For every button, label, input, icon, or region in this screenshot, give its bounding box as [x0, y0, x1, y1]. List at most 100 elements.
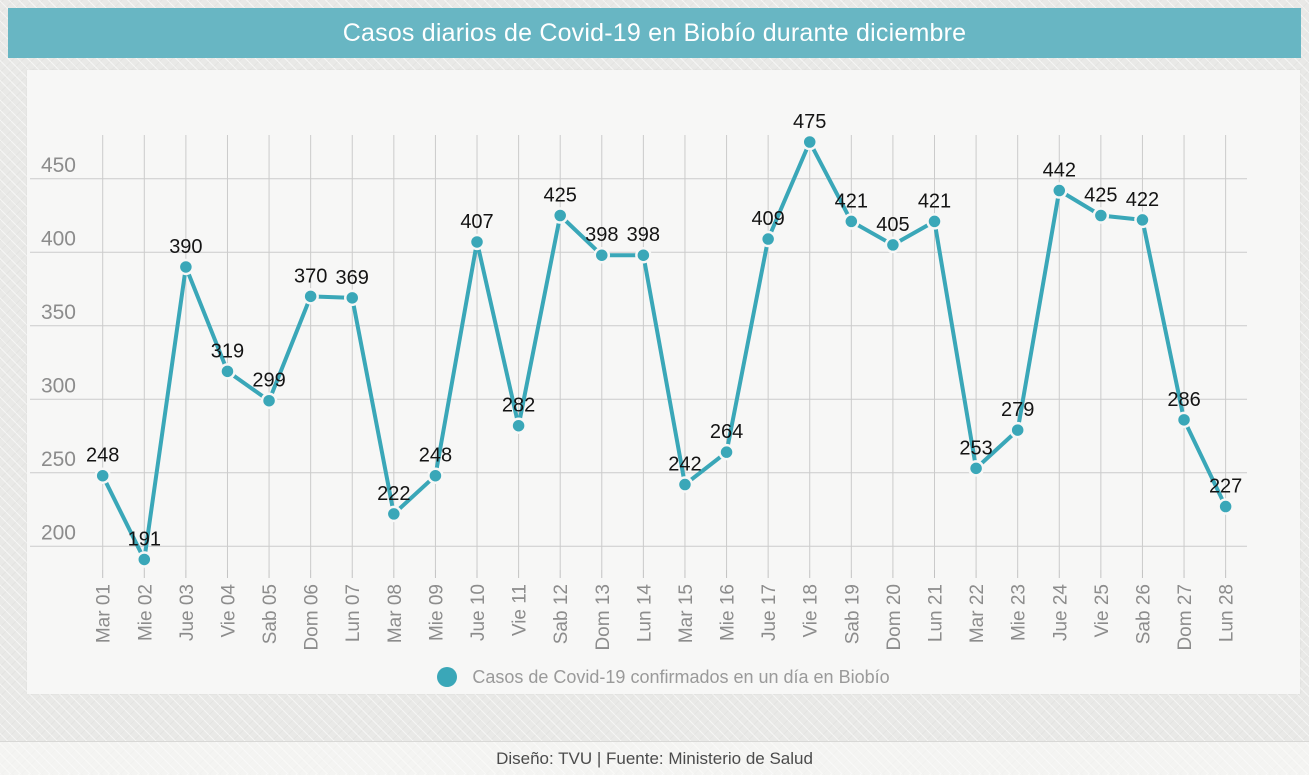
- x-axis-label: Jue 03: [177, 584, 198, 641]
- line-chart: 200 250 300 350 400 450 Mar 01 Mie 02 Jue 03 Vie …: [30, 111, 1247, 651]
- data-point: [1217, 498, 1234, 515]
- data-point: [635, 246, 652, 264]
- data-point: [884, 236, 902, 254]
- data-point-label: 286: [1167, 389, 1200, 411]
- x-axis-label: Mie 02: [135, 584, 156, 641]
- data-point: [136, 551, 153, 568]
- data-point: [801, 133, 818, 151]
- data-point-label: 405: [876, 214, 909, 236]
- x-axis-label: Lun 07: [343, 584, 364, 642]
- footer-credit: Diseño: TVU | Fuente: Ministerio de Salu…: [496, 748, 813, 768]
- data-point: [468, 233, 486, 251]
- data-point-label: 421: [918, 190, 951, 212]
- data-point-label: 248: [419, 445, 452, 467]
- data-point-label: 248: [86, 445, 119, 467]
- data-point: [385, 505, 403, 523]
- data-point-label: 421: [835, 190, 868, 212]
- data-point-label: 319: [211, 340, 244, 362]
- x-axis-label: Jue 10: [468, 584, 489, 641]
- data-point: [759, 230, 777, 248]
- page-title: Casos diarios de Covid-19 en Biobío dura…: [342, 18, 967, 47]
- data-point: [1175, 411, 1193, 429]
- y-axis-label: 200: [41, 521, 76, 544]
- data-point: [1134, 211, 1151, 229]
- data-point-label: 398: [585, 224, 618, 246]
- data-point: [177, 258, 195, 276]
- x-axis-label: Vie 11: [510, 584, 531, 636]
- x-axis-label: Vie 18: [801, 584, 822, 638]
- y-axis-label: 450: [41, 154, 76, 177]
- x-axis-label: Dom 13: [593, 584, 614, 651]
- x-axis-label: Jue 24: [1050, 584, 1071, 641]
- x-axis-label: Mie 16: [718, 584, 739, 641]
- x-axis-label: Mie 23: [1009, 584, 1030, 641]
- x-axis-label: Lun 21: [926, 584, 947, 642]
- data-point-label: 222: [377, 483, 410, 505]
- x-axis-label: Sab 26: [1133, 584, 1154, 644]
- x-axis-label: Dom 20: [884, 584, 905, 651]
- data-point-label: 264: [710, 421, 743, 443]
- y-axis-label: 300: [41, 374, 76, 397]
- x-axis-label: Jue 17: [759, 584, 780, 641]
- chart-legend: Casos de Covid-19 confirmados en un día …: [27, 665, 1300, 689]
- data-point-label: 422: [1126, 189, 1159, 211]
- x-axis-label: Vie 25: [1092, 584, 1113, 638]
- x-axis-label: Dom 27: [1175, 584, 1196, 651]
- data-point-label: 425: [544, 185, 577, 207]
- data-point-label: 279: [1001, 399, 1034, 421]
- data-point-label: 475: [793, 111, 826, 133]
- data-point-label: 253: [959, 437, 992, 459]
- data-point-label: 409: [751, 208, 784, 230]
- x-axis-label: Dom 06: [302, 584, 323, 651]
- x-axis-label: Mar 01: [94, 584, 115, 643]
- x-axis-label: Sab 05: [260, 584, 281, 644]
- data-point: [1051, 182, 1068, 199]
- data-point: [967, 460, 985, 477]
- data-point-label: 370: [294, 265, 327, 287]
- data-point-label: 425: [1084, 185, 1117, 207]
- data-point: [676, 476, 694, 493]
- x-axis-label: Mar 08: [385, 584, 406, 643]
- x-axis-label: Mar 15: [676, 584, 697, 643]
- y-axis-label: 350: [41, 301, 76, 324]
- data-point-label: 242: [668, 454, 701, 476]
- y-axis-label: 400: [41, 227, 76, 250]
- data-point: [1092, 207, 1110, 224]
- data-point: [593, 246, 611, 264]
- x-axis-label: Lun 14: [634, 584, 655, 643]
- data-point: [260, 392, 278, 409]
- data-point: [843, 213, 860, 230]
- data-point: [1009, 421, 1026, 439]
- data-point-label: 407: [460, 211, 493, 233]
- data-point-label: 282: [502, 395, 535, 417]
- chart-panel: 200 250 300 350 400 450 Mar 01 Mie 02 Jue 03 Vie …: [27, 70, 1300, 694]
- data-point: [219, 363, 236, 380]
- x-axis-label: Sab 12: [551, 584, 572, 644]
- data-point: [510, 417, 527, 434]
- legend-dot-icon: [437, 667, 458, 687]
- series-line: [100, 140, 1228, 562]
- data-point: [94, 467, 111, 484]
- data-point-label: 299: [252, 370, 285, 392]
- data-point-label: 191: [128, 528, 161, 550]
- data-point-label: 390: [169, 236, 202, 258]
- data-point-label: 442: [1043, 160, 1076, 182]
- x-axis-label: Vie 04: [218, 584, 239, 638]
- data-point-label: 369: [336, 267, 369, 289]
- title-bar: Casos diarios de Covid-19 en Biobío dura…: [8, 8, 1301, 58]
- data-point: [718, 443, 735, 461]
- data-point: [302, 288, 319, 305]
- data-point-label: 398: [627, 224, 660, 246]
- data-point: [343, 289, 361, 307]
- data-point: [551, 207, 569, 224]
- x-axis-label: Mie 09: [426, 584, 447, 641]
- x-axis-label: Lun 28: [1217, 584, 1238, 642]
- data-point: [427, 467, 444, 484]
- footer-bar: Diseño: TVU | Fuente: Ministerio de Salu…: [0, 741, 1309, 775]
- x-axis-label: Sab 19: [842, 584, 863, 644]
- x-axis-label: Mar 22: [967, 584, 988, 643]
- y-axis-label: 250: [41, 448, 76, 471]
- legend-label: Casos de Covid-19 confirmados en un día …: [472, 666, 890, 687]
- data-point-label: 227: [1209, 476, 1242, 498]
- data-point: [926, 213, 943, 230]
